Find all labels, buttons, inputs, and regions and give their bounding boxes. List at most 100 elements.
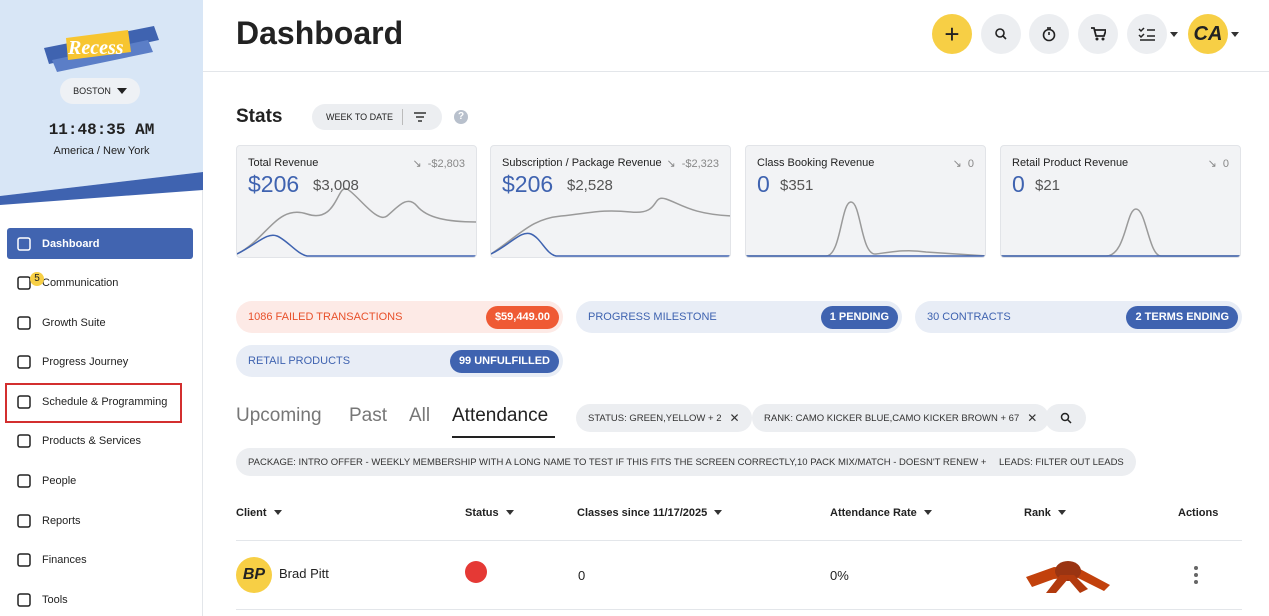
row-divider [236, 609, 1242, 610]
card-change-value: 0 [967, 158, 974, 170]
sparkline [1001, 208, 1240, 257]
nav-label: Progress Journey [42, 355, 129, 368]
highlight-box [5, 383, 182, 423]
nav-icon [17, 592, 31, 607]
card-total: $351 [780, 177, 814, 194]
table-header-divider [236, 540, 1242, 541]
nav-icon [17, 433, 31, 448]
tasks-caret [1170, 32, 1178, 41]
nav-badge: 5 [30, 272, 44, 286]
nav-label: Reports [42, 514, 81, 527]
alert-pill[interactable]: 1086 FAILED TRANSACTIONS $59,449.00 [236, 301, 563, 333]
nav-item[interactable]: Reports [7, 505, 193, 536]
nav-item[interactable]: Dashboard [7, 228, 193, 259]
nav-icon [17, 354, 31, 369]
client-avatar: BP [236, 557, 272, 593]
alert-label: RETAIL PRODUCTS [248, 355, 351, 367]
remove-filter[interactable]: ✕ [1027, 411, 1038, 425]
card-value: $206 [502, 171, 554, 197]
stat-card[interactable]: Subscription / Package Revenue ↘ -$2,323 … [490, 145, 731, 258]
alert-pill[interactable]: PROGRESS MILESTONE 1 PENDING [576, 301, 902, 333]
range-select[interactable]: WEEK TO DATE [312, 104, 442, 130]
alert-label: 1086 FAILED TRANSACTIONS [248, 311, 403, 323]
alert-pill[interactable]: RETAIL PRODUCTS 99 UNFULFILLED [236, 345, 563, 377]
nav-label: People [42, 474, 77, 487]
card-change-value: -$2,323 [681, 158, 719, 170]
nav-item[interactable]: People [7, 465, 193, 496]
avatar[interactable]: CA [1188, 14, 1228, 54]
alert-badge: 99 UNFULFILLED [449, 349, 559, 373]
classes-count: 0 [578, 568, 586, 583]
card-value: 0 [1012, 171, 1025, 197]
column-header[interactable]: Attendance Rate [830, 507, 932, 519]
timezone: America / New York [53, 145, 150, 157]
search-button[interactable] [981, 14, 1021, 54]
column-header[interactable]: Client [236, 507, 282, 519]
nav-icon [17, 473, 31, 488]
card-change-value: 0 [1222, 158, 1229, 170]
column-header[interactable]: Status [465, 507, 514, 519]
filter-search[interactable] [1045, 404, 1086, 432]
column-header[interactable]: Rank [1024, 507, 1066, 519]
row-actions[interactable] [1192, 565, 1200, 585]
card-value: $206 [248, 171, 300, 197]
nav-item[interactable]: Products & Services [7, 425, 193, 456]
nav-icon [17, 552, 31, 567]
location: BOSTON [73, 86, 111, 96]
alert-pill[interactable]: 30 CONTRACTS 2 TERMS ENDING [915, 301, 1242, 333]
card-change: ↘ -$2,803 [412, 158, 465, 170]
stat-card[interactable]: Total Revenue ↘ -$2,803 $206 $3,008 [236, 145, 477, 258]
sparkline [237, 188, 476, 257]
card-total: $21 [1035, 177, 1061, 194]
filter-chip[interactable]: PACKAGE: INTRO OFFER - WEEKLY MEMBERSHIP… [236, 448, 1036, 476]
nav-item[interactable]: Tools [7, 584, 193, 615]
card-change: ↘ 0 [952, 158, 974, 170]
nav-item[interactable]: 5 Communication [7, 267, 193, 298]
header-divider [203, 71, 1269, 72]
nav-label: Growth Suite [42, 316, 106, 329]
card-total: $3,008 [313, 177, 359, 194]
help-icon[interactable]: ? [454, 110, 468, 124]
sparkline [491, 197, 730, 257]
sidebar: Recess BOSTON 11:48:35 AM America / New … [0, 0, 203, 616]
nav-item[interactable]: Progress Journey [7, 346, 193, 377]
alert-badge: 2 TERMS ENDING [1126, 305, 1238, 329]
tab[interactable]: Attendance [452, 405, 549, 426]
card-title: Subscription / Package Revenue [502, 157, 662, 169]
sparkline [746, 201, 985, 257]
nav-item[interactable]: Finances [7, 544, 193, 575]
location-select[interactable]: BOSTON [60, 78, 140, 104]
tasks-button[interactable] [1127, 14, 1167, 54]
attendance-rate: 0% [830, 568, 849, 583]
filter-chip[interactable]: STATUS: GREEN,YELLOW + 2 ✕ [576, 404, 752, 432]
column-header[interactable]: Classes since 11/17/2025 [577, 507, 722, 519]
remove-filter[interactable]: ✕ [729, 411, 740, 425]
filter-label: RANK: CAMO KICKER BLUE,CAMO KICKER BROWN… [764, 412, 1020, 424]
nav-item[interactable]: Schedule & Programming [7, 386, 193, 417]
status-dot [465, 561, 487, 583]
card-change-value: -$2,803 [427, 158, 465, 170]
tab-underline [452, 436, 555, 438]
filter-chip[interactable]: RANK: CAMO KICKER BLUE,CAMO KICKER BROWN… [752, 404, 1050, 432]
alert-label: 30 CONTRACTS [927, 311, 1011, 323]
tab[interactable]: Upcoming [236, 405, 322, 426]
filter-label: LEADS: FILTER OUT LEADS [999, 456, 1124, 468]
card-change: ↘ 0 [1207, 158, 1229, 170]
card-title: Retail Product Revenue [1012, 157, 1129, 169]
timer-button[interactable] [1029, 14, 1069, 54]
rank-belt [1026, 561, 1110, 593]
filter-chip[interactable]: LEADS: FILTER OUT LEADS [987, 448, 1136, 476]
tab[interactable]: All [409, 405, 431, 426]
stat-card[interactable]: Retail Product Revenue ↘ 0 0 $21 [1000, 145, 1241, 258]
nav-label: Tools [42, 593, 68, 606]
column-header[interactable]: Actions [1178, 507, 1219, 519]
nav-item[interactable]: Growth Suite [7, 307, 193, 338]
range: WEEK TO DATE [326, 112, 394, 122]
cart-button[interactable] [1078, 14, 1118, 54]
nav-icon [17, 513, 31, 528]
client-name[interactable]: Brad Pitt [279, 566, 329, 581]
tab[interactable]: Past [349, 405, 388, 426]
add-button[interactable]: + [932, 14, 972, 54]
stat-card[interactable]: Class Booking Revenue ↘ 0 0 $351 [745, 145, 986, 258]
